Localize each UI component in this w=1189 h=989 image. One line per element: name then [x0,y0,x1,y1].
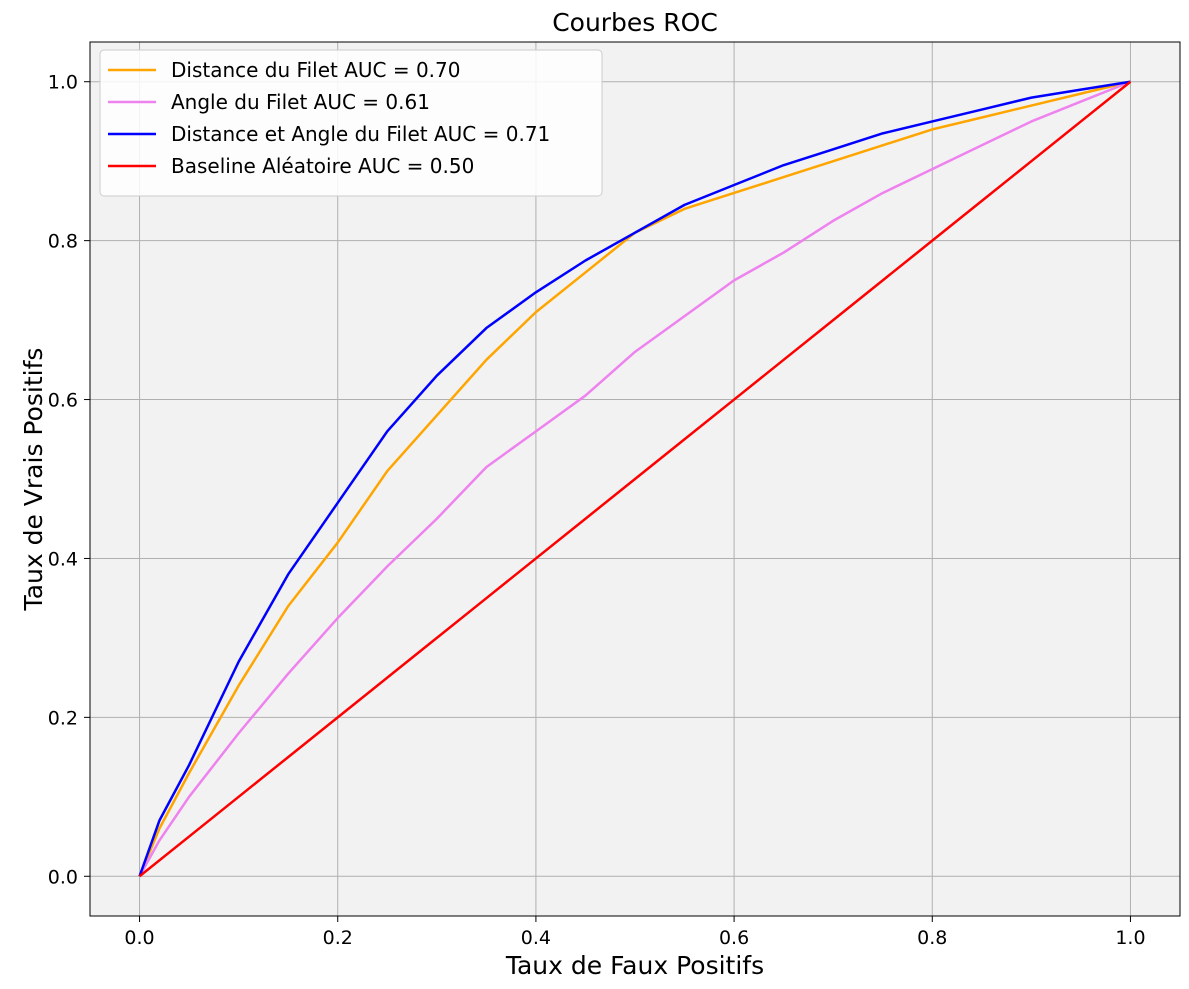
legend-entry: Distance et Angle du Filet AUC = 0.71 [171,122,550,146]
x-tick-label: 0.0 [124,927,154,949]
series-line-0 [138,80,1131,877]
y-axis: 0.0 0.2 0.4 0.6 0.8 1.0 [48,72,90,888]
plot-frame [89,41,1181,917]
y-axis-label: Taux de Vrais Positifs [19,348,48,612]
legend-entry: Angle du Filet AUC = 0.61 [171,90,430,114]
y-tick-label: 0.6 [48,390,78,412]
y-tick-label: 0.2 [48,707,78,729]
legend-entry: Distance du Filet AUC = 0.70 [171,58,461,82]
series-line-3 [138,80,1132,878]
x-tick-label: 0.6 [719,927,749,949]
chart-title: Courbes ROC [552,8,718,37]
x-axis-label: Taux de Faux Positifs [505,951,764,980]
x-tick-label: 0.4 [521,927,551,949]
x-tick-label: 0.8 [917,927,947,949]
legend: Distance du Filet AUC = 0.70 Angle du Fil… [99,49,603,197]
y-tick-label: 1.0 [48,72,78,94]
legend-entry: Baseline Aléatoire AUC = 0.50 [171,154,474,178]
y-tick-label: 0.0 [48,866,78,888]
legend-box [99,49,603,197]
series-line-2 [138,80,1131,877]
series-line-1 [138,80,1131,877]
x-tick-label: 1.0 [1115,927,1145,949]
y-tick-label: 0.8 [48,231,78,253]
y-tick-label: 0.4 [48,548,78,570]
x-tick-label: 0.2 [323,927,353,949]
series-layer [138,80,1132,878]
x-axis: 0.0 0.2 0.4 0.6 0.8 1.0 [124,916,1146,949]
